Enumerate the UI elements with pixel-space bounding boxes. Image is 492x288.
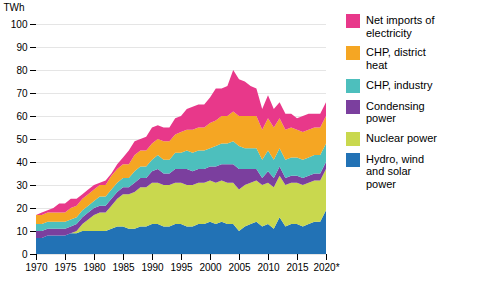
html-text:Condensing power: Condensing power [366,99,425,125]
svg-text:60: 60 [16,111,28,122]
html-text:Nuclear power: Nuclear power [366,131,437,144]
svg-text:0: 0 [22,249,28,260]
svg-text:10: 10 [16,226,28,237]
svg-text:20: 20 [16,203,28,214]
svg-text:100: 100 [11,19,28,30]
svg-text:2000: 2000 [199,262,222,273]
svg-text:2015: 2015 [286,262,309,273]
svg-text:80: 80 [16,65,28,76]
svg-text:2010: 2010 [257,262,280,273]
svg-text:70: 70 [16,88,28,99]
html-text:Net imports of electricity: Net imports of electricity [366,14,435,39]
svg-text:1985: 1985 [112,262,135,273]
svg-text:1995: 1995 [170,262,193,273]
svg-text:50: 50 [16,134,28,145]
svg-text:90: 90 [16,42,28,53]
svg-text:1980: 1980 [83,262,106,273]
html-text:Hydro, wind and solar power: Hydro, wind and solar power [366,152,425,191]
svg-text:40: 40 [16,157,28,168]
svg-text:1970: 1970 [25,262,48,273]
svg-text:2020*: 2020* [313,262,339,273]
svg-text:1990: 1990 [141,262,164,273]
html-text:CHP, district heat: CHP, district heat [366,46,426,71]
svg-text:30: 30 [16,180,28,191]
html-text:CHP, industry: CHP, industry [366,78,433,91]
svg-text:2005: 2005 [228,262,251,273]
svg-text:TWh: TWh [4,2,25,13]
svg-text:1975: 1975 [54,262,77,273]
